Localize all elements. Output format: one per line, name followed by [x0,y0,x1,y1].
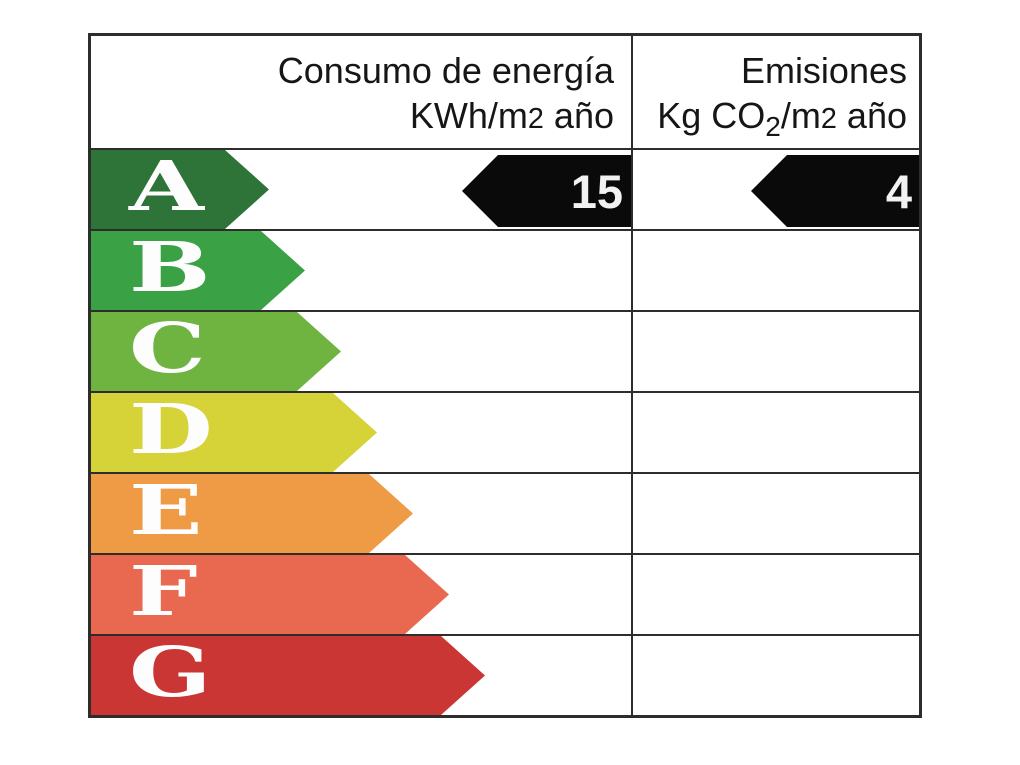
rating-letter-c: C [129,308,206,389]
table-header: Consumo de energía KWh/m2 año Emisiones … [91,36,919,150]
rating-band-e: E [91,474,413,553]
rating-row-c: C [91,312,919,393]
rating-band-c: C [91,312,341,391]
rating-letter-f: F [129,551,198,632]
rating-row-g: G [91,636,919,715]
energy-value: 15 [570,164,623,218]
rating-row-b: B [91,231,919,312]
emissions-unit-exponent: 2 [820,103,837,135]
rating-band-b: B [91,231,305,310]
co2-subscript: 2 [765,111,781,143]
energy-value-arrow: 15 [462,155,631,227]
emissions-header-unit: Kg CO2/m2 año [657,95,907,143]
emissions-header-line1: Emisiones [740,50,907,91]
rating-table: Consumo de energía KWh/m2 año Emisiones … [88,33,922,718]
rating-band-d: D [91,393,377,472]
emissions-value-arrow: 4 [751,155,919,227]
emissions-value: 4 [885,164,912,218]
energy-header-line1: Consumo de energía [277,50,614,91]
rating-letter-a: A [129,146,204,227]
rating-band-f: F [91,555,449,634]
rating-row-a: A 15 4 [91,150,919,231]
rating-row-f: F [91,555,919,636]
rating-band-a: A [91,150,269,229]
rating-letter-d: D [129,389,213,470]
energy-header-unit: KWh/m2 año [409,95,614,136]
rating-letter-b: B [129,227,211,308]
column-divider [631,36,633,715]
rating-row-d: D [91,393,919,474]
energy-unit-exponent: 2 [527,103,544,135]
rating-band-g: G [91,636,485,715]
rating-letter-e: E [129,470,203,551]
energy-column-header: Consumo de energía KWh/m2 año [91,36,631,148]
emissions-column-header: Emisiones Kg CO2/m2 año [631,36,919,148]
rating-letter-g: G [129,632,212,713]
rating-row-e: E [91,474,919,555]
